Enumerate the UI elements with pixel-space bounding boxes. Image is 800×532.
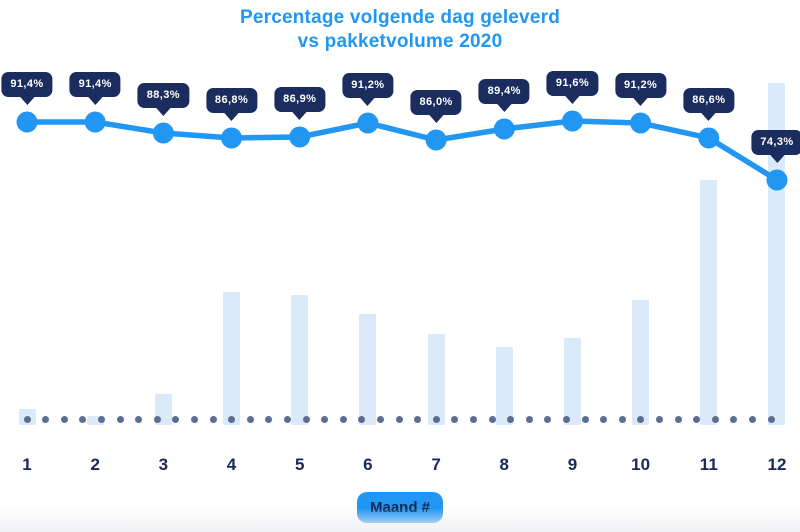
percent-badge-month-8: 89,4% [478, 79, 530, 104]
baseline-dot [488, 415, 496, 423]
line-point-month-12 [766, 169, 788, 191]
baseline-dot [283, 415, 291, 423]
baseline-dot [42, 415, 50, 423]
percent-badge-month-10: 91,2% [615, 73, 667, 98]
baseline-dot [153, 415, 161, 423]
baseline-dot [655, 415, 663, 423]
baseline-dot [228, 415, 236, 423]
volume-bar-month-11 [700, 180, 718, 425]
volume-bar-month-6 [359, 314, 377, 425]
baseline-dot [730, 415, 738, 423]
x-tick-label-8: 8 [499, 455, 509, 474]
baseline-dot [60, 415, 68, 423]
baseline-dot [711, 415, 719, 423]
percentage-line [24, 118, 780, 183]
baseline-dot [265, 415, 273, 423]
baseline-dot [600, 415, 608, 423]
bottom-fade-strip [0, 508, 800, 532]
line-point-month-7 [425, 129, 447, 151]
volume-bar-month-12 [768, 83, 786, 425]
percent-badge-month-3: 88,3% [137, 83, 189, 108]
baseline-dot [321, 415, 329, 423]
volume-bar-month-7 [427, 334, 445, 425]
baseline-dot [302, 415, 310, 423]
volume-bar-month-8 [495, 347, 513, 425]
chart-title: Percentage volgende dag geleverd vs pakk… [0, 6, 800, 54]
line-point-month-6 [357, 112, 379, 134]
volume-bar-month-5 [291, 295, 309, 425]
x-tick-label-11: 11 [699, 455, 718, 474]
baseline-dot [748, 415, 756, 423]
line-point-month-8 [493, 118, 515, 140]
baseline-dot [637, 415, 645, 423]
baseline-dot [135, 415, 143, 423]
percent-badge-month-7: 86,0% [410, 90, 462, 115]
baseline-dot [116, 415, 124, 423]
x-tick-label-10: 10 [631, 455, 651, 474]
baseline-dot [507, 415, 515, 423]
line-point-month-9 [561, 110, 583, 132]
percent-badge-month-6: 91,2% [342, 73, 394, 98]
volume-bar-month-2 [86, 416, 104, 425]
baseline-dot [172, 415, 180, 423]
baseline-dot [209, 415, 217, 423]
line-point-month-4 [221, 127, 243, 149]
percent-badge-month-5: 86,9% [274, 87, 326, 112]
percent-badge-month-4: 86,8% [205, 88, 258, 113]
percent-badge-month-12: 74,3% [751, 130, 800, 155]
baseline-dot [358, 415, 366, 423]
percent-badge-month-2: 91,4% [69, 72, 121, 97]
x-tick-label-5: 5 [294, 455, 305, 474]
baseline-dot [97, 415, 105, 423]
line-point-month-2 [84, 111, 106, 133]
baseline-dot [414, 415, 422, 423]
x-tick-label-9: 9 [567, 455, 578, 474]
chart-title-line1: Percentage volgende dag geleverd [239, 7, 560, 28]
line-point-month-1 [16, 111, 38, 133]
baseline-dot [79, 415, 87, 423]
volume-bar-month-9 [563, 338, 581, 425]
chart-title-line2: vs pakketvolume 2020 [297, 31, 503, 52]
percent-badge-month-1: 91,4% [1, 72, 53, 97]
baseline-dot [190, 415, 198, 423]
line-point-month-5 [289, 126, 311, 148]
baseline-dot [395, 415, 403, 423]
volume-bar-month-4 [223, 292, 241, 425]
baseline-dot [376, 415, 384, 423]
baseline-dot [451, 415, 459, 423]
baseline-dot [432, 415, 440, 423]
baseline-dot [674, 415, 682, 423]
baseline-dot [246, 415, 254, 423]
baseline-dot [767, 415, 775, 423]
baseline-dot [581, 415, 589, 423]
baseline-dot [469, 415, 477, 423]
x-tick-label-12: 12 [767, 455, 787, 474]
baseline-dot [525, 415, 533, 423]
x-tick-label-2: 2 [90, 455, 100, 474]
line-point-month-3 [152, 122, 174, 144]
line-point-month-11 [698, 127, 720, 149]
baseline-dot [618, 415, 626, 423]
percent-badge-month-11: 86,6% [683, 88, 735, 113]
baseline-dot [693, 415, 701, 423]
volume-bar-month-10 [632, 300, 650, 425]
baseline-dot [23, 415, 31, 423]
baseline-dot [544, 415, 552, 423]
x-tick-label-4: 4 [226, 455, 237, 474]
baseline-dot [339, 415, 347, 423]
x-tick-label-3: 3 [158, 455, 169, 474]
x-tick-label-1: 1 [22, 455, 32, 474]
line-point-month-10 [630, 112, 652, 134]
x-tick-label-7: 7 [431, 455, 441, 474]
baseline-dot [562, 415, 570, 423]
x-tick-label-6: 6 [363, 455, 373, 474]
percent-badge-month-9: 91,6% [546, 71, 599, 96]
